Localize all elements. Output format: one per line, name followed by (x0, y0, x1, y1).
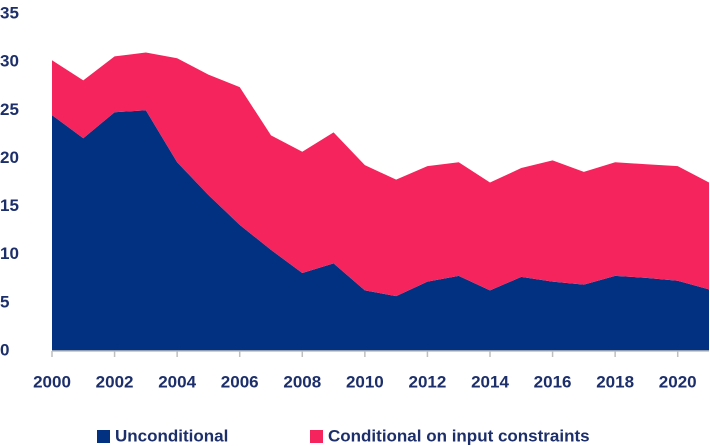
y-tick-label: 0 (0, 340, 9, 359)
y-tick-label: 5 (0, 292, 9, 311)
x-tick-label: 2000 (33, 372, 71, 391)
x-tick-label: 2018 (596, 372, 634, 391)
y-tick-label: 15 (0, 196, 19, 215)
x-tick-label: 2016 (534, 372, 572, 391)
area (52, 52, 709, 297)
x-tick-label: 2010 (346, 372, 384, 391)
y-tick-label: 10 (0, 244, 19, 263)
x-tick-label: 2004 (158, 372, 196, 391)
y-tick-label: 30 (0, 52, 19, 71)
x-tick-label: 2006 (221, 372, 259, 391)
x-tick-label: 2012 (409, 372, 447, 391)
legend-swatch (310, 430, 323, 443)
y-tick-label: 20 (0, 148, 19, 167)
x-tick-label: 2014 (471, 372, 509, 391)
legend-label: Conditional on input constraints (328, 426, 590, 445)
area (52, 110, 709, 352)
legend-label: Unconditional (115, 426, 228, 445)
y-tick-label: 25 (0, 100, 19, 119)
x-tick-label: 2008 (283, 372, 321, 391)
x-tick-label: 2020 (659, 372, 697, 391)
y-tick-label: 35 (0, 3, 19, 22)
x-tick-label: 2002 (96, 372, 134, 391)
legend-swatch (97, 430, 110, 443)
